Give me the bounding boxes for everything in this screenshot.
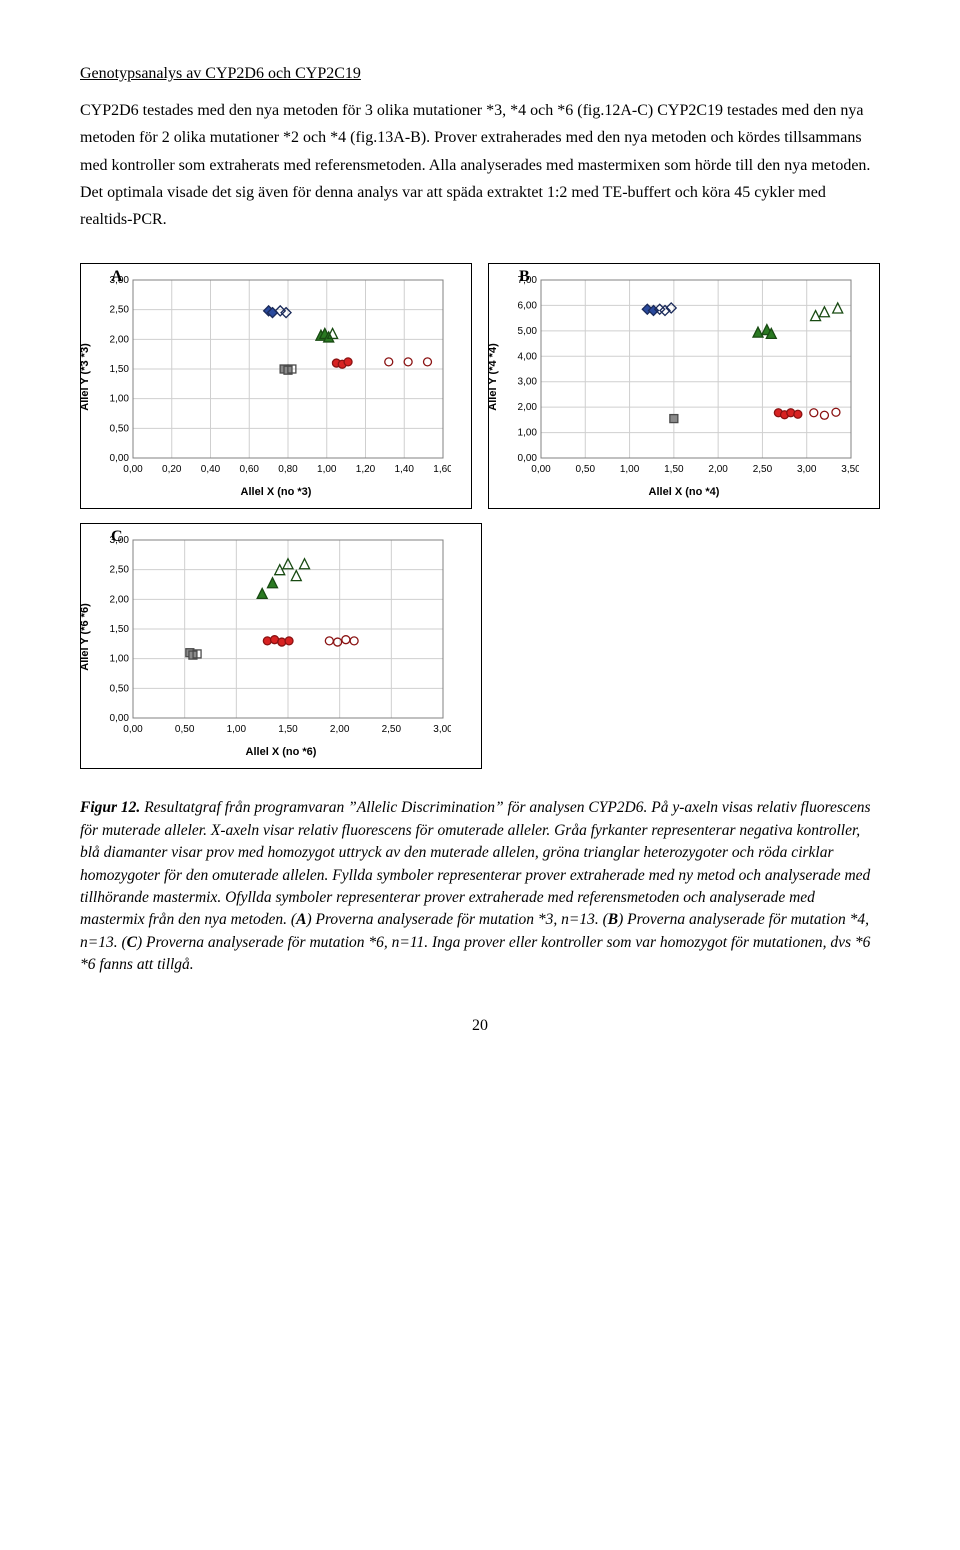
svg-text:0,00: 0,00 [110,713,130,724]
chart-a-box: A Allel Y (*3 *3) 0,00 0,50 1,00 1,50 2,00 2,… [80,263,472,509]
chart-b-letter: B [519,268,530,286]
svg-text:0,00: 0,00 [123,724,143,735]
caption-letter-b: B [608,911,618,928]
chart-c-ylabel: Allel Y (*6 *6) [79,603,91,670]
svg-text:3,00: 3,00 [797,464,817,475]
page-number: 20 [80,1017,880,1035]
svg-text:1,40: 1,40 [395,464,415,475]
svg-text:0,50: 0,50 [175,724,195,735]
svg-text:1,00: 1,00 [518,428,538,439]
svg-text:0,50: 0,50 [110,423,130,434]
svg-text:0,00: 0,00 [531,464,551,475]
charts-row-ab: A Allel Y (*3 *3) 0,00 0,50 1,00 1,50 2,00 2,… [80,263,880,509]
svg-text:1,00: 1,00 [110,394,130,405]
svg-text:1,60: 1,60 [433,464,451,475]
svg-text:2,00: 2,00 [708,464,728,475]
svg-text:0,00: 0,00 [123,464,143,475]
svg-text:0,00: 0,00 [110,453,130,464]
caption-text-a: ) Proverna analyserade för mutation *3, … [306,911,607,928]
caption-letter-a: A [296,911,306,928]
caption-letter-c: C [127,934,137,951]
svg-text:1,00: 1,00 [620,464,640,475]
chart-c-svg: 0,00 0,50 1,00 1,50 2,00 2,50 3,00 0,00 0,50 1,00… [91,532,451,742]
svg-text:3,50: 3,50 [841,464,859,475]
svg-text:1,50: 1,50 [110,624,130,635]
svg-text:3,00: 3,00 [518,377,538,388]
chart-c-letter: C [111,528,123,546]
svg-text:4,00: 4,00 [518,351,538,362]
svg-text:5,00: 5,00 [518,326,538,337]
chart-b-box: B Allel Y (*4 *4) 0,00 1,00 2,00 3,00 4,00 5,… [488,263,880,509]
svg-text:0,60: 0,60 [240,464,260,475]
svg-text:2,50: 2,50 [110,565,130,576]
chart-a-xlabel: Allel X (no *3) [91,486,461,498]
svg-text:0,40: 0,40 [201,464,221,475]
svg-text:0,50: 0,50 [110,683,130,694]
svg-text:2,00: 2,00 [330,724,350,735]
svg-text:1,50: 1,50 [110,364,130,375]
svg-text:2,50: 2,50 [382,724,402,735]
caption-figure-number: Figur 12. [80,799,140,816]
figure-caption: Figur 12. Resultatgraf från programvaran… [80,797,880,977]
chart-a-ylabel: Allel Y (*3 *3) [79,343,91,410]
svg-text:3,00: 3,00 [433,724,451,735]
chart-b-ylabel: Allel Y (*4 *4) [487,343,499,410]
svg-text:0,20: 0,20 [162,464,182,475]
section-heading: Genotypsanalys av CYP2D6 och CYP2C19 [80,60,880,87]
body-paragraph-1: CYP2D6 testades med den nya metoden för … [80,97,880,233]
svg-text:1,00: 1,00 [227,724,247,735]
charts-row-c: C Allel Y (*6 *6) 0,00 0,50 1,00 1,50 2,00 2,… [80,523,880,769]
svg-text:1,20: 1,20 [356,464,376,475]
svg-text:2,00: 2,00 [110,334,130,345]
svg-text:2,50: 2,50 [753,464,773,475]
chart-b-svg: 0,001,002,003,004,005,006,007,000,000,50… [499,272,859,482]
svg-text:1,00: 1,00 [317,464,337,475]
caption-text-main: Resultatgraf från programvaran ”Allelic … [80,799,870,928]
svg-text:2,00: 2,00 [110,594,130,605]
chart-a-letter: A [111,268,123,286]
chart-c-box: C Allel Y (*6 *6) 0,00 0,50 1,00 1,50 2,00 2,… [80,523,482,769]
svg-text:2,50: 2,50 [110,305,130,316]
chart-c-xlabel: Allel X (no *6) [91,746,471,758]
svg-text:1,00: 1,00 [110,654,130,665]
chart-a-svg: 0,000,501,001,502,002,503,000,000,200,40… [91,272,451,482]
svg-text:0,80: 0,80 [278,464,298,475]
caption-text-c: ) Proverna analyserade för mutation *6, … [80,934,870,973]
svg-text:0,50: 0,50 [576,464,596,475]
chart-b-xlabel: Allel X (no *4) [499,486,869,498]
svg-text:1,50: 1,50 [664,464,684,475]
svg-text:1,50: 1,50 [278,724,298,735]
svg-text:6,00: 6,00 [518,301,538,312]
svg-text:0,00: 0,00 [518,453,538,464]
svg-text:2,00: 2,00 [518,402,538,413]
